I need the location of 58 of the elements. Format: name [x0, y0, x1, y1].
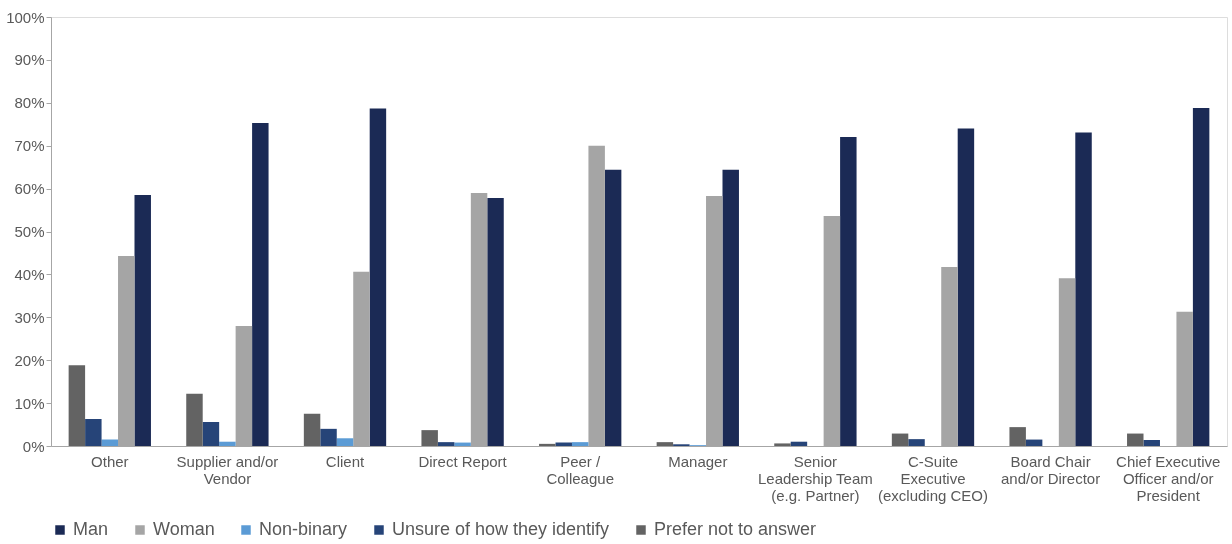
bar: [1009, 427, 1026, 446]
y-tick-label: 90%: [14, 51, 45, 69]
y-tick-label: 70%: [14, 137, 45, 155]
y-tick-label: 20%: [14, 351, 45, 369]
bar: [369, 108, 387, 446]
bar: [722, 169, 739, 446]
legend-label: Woman: [153, 519, 215, 539]
bar: [957, 128, 975, 446]
legend-label: Man: [73, 519, 109, 539]
bar: [1127, 433, 1144, 446]
legend-label: Unsure of how they identify: [392, 519, 610, 539]
x-tick-label: Chief Executive Officer and/or President: [1116, 452, 1221, 504]
y-tick-label: 80%: [14, 94, 45, 112]
bar: [101, 439, 119, 446]
bar: [68, 365, 86, 446]
y-tick-label: 30%: [14, 308, 45, 326]
x-tick-label: Peer / Colleague: [546, 452, 614, 487]
x-tick-label: Other: [91, 452, 129, 470]
bar: [1192, 107, 1210, 446]
bar: [320, 428, 337, 446]
bar: [219, 441, 236, 446]
y-tick-label: 10%: [14, 394, 45, 412]
x-tick-label: Manager: [668, 452, 728, 470]
bar: [774, 443, 791, 446]
bar: [85, 418, 102, 446]
bar: [571, 442, 589, 446]
x-tick-label: Senior Leadership Team (e.g. Partner): [757, 452, 873, 504]
x-tick-label: Direct Report: [418, 452, 508, 470]
bar: [186, 393, 203, 446]
bar: [1143, 439, 1160, 446]
bar: [908, 439, 925, 446]
x-tick-label: Client: [325, 452, 365, 470]
y-tick-label: 40%: [14, 265, 45, 283]
x-tick-label: C-Suite Executive (excluding CEO): [877, 452, 989, 504]
bar: [336, 438, 354, 446]
bar: [421, 430, 438, 446]
bar: [252, 122, 269, 446]
bar: [303, 413, 321, 446]
bar: [604, 169, 622, 446]
bar: [891, 433, 909, 446]
y-tick-label: 100%: [6, 8, 45, 26]
bar: [134, 195, 151, 446]
bar: [790, 441, 808, 446]
legend-label: Non-binary: [259, 519, 348, 539]
bar: [656, 442, 674, 446]
bar: [840, 137, 857, 446]
bar: [1025, 439, 1043, 446]
bar: [539, 443, 556, 446]
bar: [1075, 132, 1092, 446]
x-tick-label: Supplier and/or Vendor: [176, 452, 279, 487]
bar: [487, 198, 504, 446]
bar: [202, 421, 220, 446]
y-tick-label: 60%: [14, 180, 45, 198]
y-tick-label: 50%: [14, 223, 45, 240]
legend-label: Prefer not to answer: [654, 519, 817, 539]
x-tick-label: Board Chair and/or Director: [1000, 452, 1101, 487]
bar: [437, 442, 455, 446]
y-tick-label: 0%: [22, 437, 45, 455]
